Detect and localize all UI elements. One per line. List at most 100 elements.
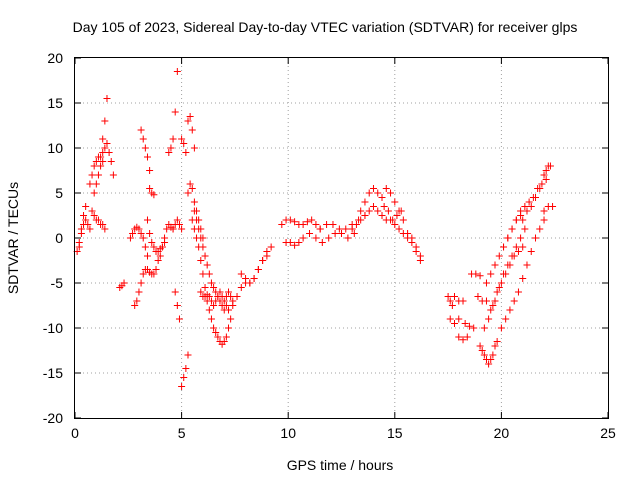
data-point <box>88 207 96 215</box>
data-point <box>152 266 160 273</box>
data-point <box>212 297 220 305</box>
series-arc-07 <box>105 149 117 179</box>
data-point <box>521 225 529 233</box>
data-point <box>126 234 134 242</box>
x-tick-label: 15 <box>387 425 403 441</box>
data-point <box>348 225 356 233</box>
data-point <box>278 221 286 228</box>
data-point <box>199 243 207 251</box>
series-arc-06 <box>99 95 111 143</box>
data-point <box>92 158 100 165</box>
data-point <box>135 225 143 233</box>
data-point <box>214 333 222 341</box>
data-point <box>506 306 514 314</box>
data-point <box>374 207 382 215</box>
data-point <box>444 293 452 300</box>
data-point <box>141 144 149 152</box>
data-point <box>195 225 203 233</box>
data-point <box>517 234 525 242</box>
y-tick-label: -10 <box>43 320 63 336</box>
data-point <box>92 180 100 188</box>
data-point <box>210 284 218 291</box>
data-point <box>291 218 299 226</box>
data-point <box>393 212 401 219</box>
data-point <box>446 315 454 323</box>
data-point <box>461 320 469 327</box>
data-point <box>299 234 307 242</box>
data-point <box>197 257 205 264</box>
data-point <box>344 234 352 242</box>
data-point <box>199 270 207 278</box>
data-point <box>476 342 484 350</box>
x-tick-label: 0 <box>71 425 79 441</box>
data-point <box>150 191 158 199</box>
data-point <box>519 243 527 251</box>
series-arc-09 <box>126 223 151 260</box>
data-point <box>222 333 230 341</box>
data-point <box>493 288 501 296</box>
data-point <box>508 252 516 260</box>
data-point <box>318 239 326 246</box>
data-point <box>378 194 386 201</box>
data-point <box>77 230 85 237</box>
series-arc-08 <box>116 279 128 291</box>
data-point <box>131 302 139 309</box>
series-arc-34 <box>446 315 463 327</box>
data-point <box>175 315 183 323</box>
data-point <box>536 225 544 233</box>
data-point <box>146 185 154 192</box>
series-arc-28 <box>299 230 358 246</box>
data-point <box>105 149 113 156</box>
series-arc-41 <box>480 243 527 332</box>
data-point <box>476 272 484 280</box>
data-point <box>90 162 98 170</box>
data-point <box>316 225 324 233</box>
data-point <box>365 189 373 197</box>
data-point <box>225 288 233 296</box>
data-point <box>399 216 407 224</box>
data-point <box>369 203 377 210</box>
data-point <box>312 221 320 228</box>
y-tick-label: 5 <box>55 185 63 201</box>
series-arc-47 <box>540 162 554 179</box>
data-point <box>207 315 215 323</box>
data-point <box>180 140 188 147</box>
data-point <box>133 297 141 305</box>
series-arc-39 <box>474 293 490 305</box>
data-point <box>205 270 213 278</box>
data-point <box>331 230 339 237</box>
data-point <box>487 270 495 278</box>
data-point <box>137 230 145 237</box>
data-point <box>312 234 320 242</box>
data-point <box>540 207 548 215</box>
data-point <box>286 239 294 246</box>
data-point <box>404 230 412 237</box>
data-point <box>107 158 115 165</box>
data-point <box>201 284 209 291</box>
data-point <box>519 216 527 224</box>
data-point <box>500 243 508 251</box>
data-point <box>502 315 510 323</box>
data-point <box>357 207 365 215</box>
series-arc-15 <box>165 68 181 156</box>
chart-title: Day 105 of 2023, Sidereal Day-to-day VTE… <box>73 19 578 35</box>
data-point <box>184 351 192 359</box>
data-point <box>493 338 501 345</box>
data-point <box>139 234 147 242</box>
data-point <box>470 324 478 332</box>
data-point <box>495 284 503 291</box>
data-point <box>525 198 533 206</box>
data-point <box>549 203 557 210</box>
data-point <box>233 293 241 300</box>
y-tick-label: 15 <box>47 95 63 111</box>
data-point <box>523 261 531 269</box>
data-point <box>84 221 92 228</box>
data-point <box>227 315 235 323</box>
data-point <box>538 180 546 188</box>
data-point <box>169 135 177 143</box>
data-point <box>495 252 503 260</box>
data-point <box>397 207 405 215</box>
data-point <box>384 207 392 215</box>
data-point <box>491 297 499 305</box>
data-point <box>178 383 186 390</box>
